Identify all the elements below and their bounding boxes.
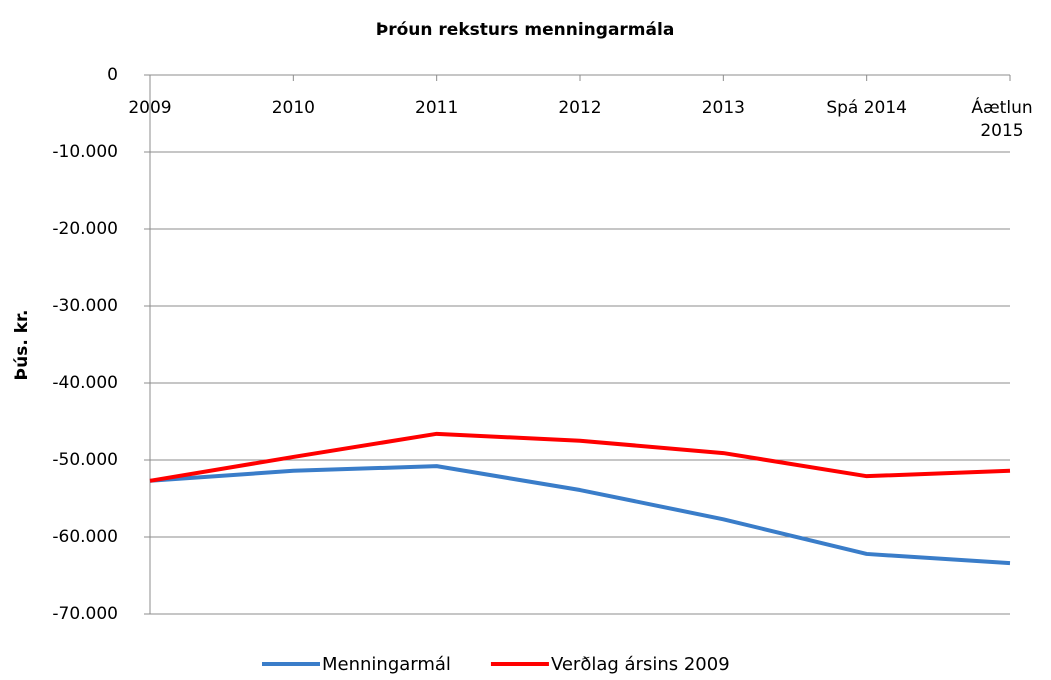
x-tick-label: 2009	[128, 98, 172, 118]
y-tick-label: -50.000	[52, 450, 118, 470]
series-line	[149, 431, 1011, 483]
legend-label: Verðlag ársins 2009	[551, 654, 730, 675]
x-tick-label: 2013	[701, 98, 745, 118]
x-tick-label: Áætlun 2015	[971, 98, 1033, 141]
y-tick-label: -40.000	[52, 373, 118, 393]
y-tick-label: -30.000	[52, 296, 118, 316]
series-line	[149, 464, 1011, 566]
y-tick-label: 0	[107, 65, 118, 85]
legend-label: Menningarmál	[322, 654, 451, 675]
y-tick-label: -60.000	[52, 527, 118, 547]
x-tick-label: 2011	[415, 98, 459, 118]
x-tick-label: 2012	[558, 98, 602, 118]
x-tick-label: Spá 2014	[826, 98, 907, 118]
x-tick-label: 2010	[271, 98, 315, 118]
chart-title: Þróun reksturs menningarmála	[376, 20, 675, 40]
y-tick-label: -20.000	[52, 219, 118, 239]
y-axis-label: Þús. kr.	[12, 310, 32, 381]
y-tick-label: -10.000	[52, 142, 118, 162]
y-tick-label: -70.000	[52, 604, 118, 624]
